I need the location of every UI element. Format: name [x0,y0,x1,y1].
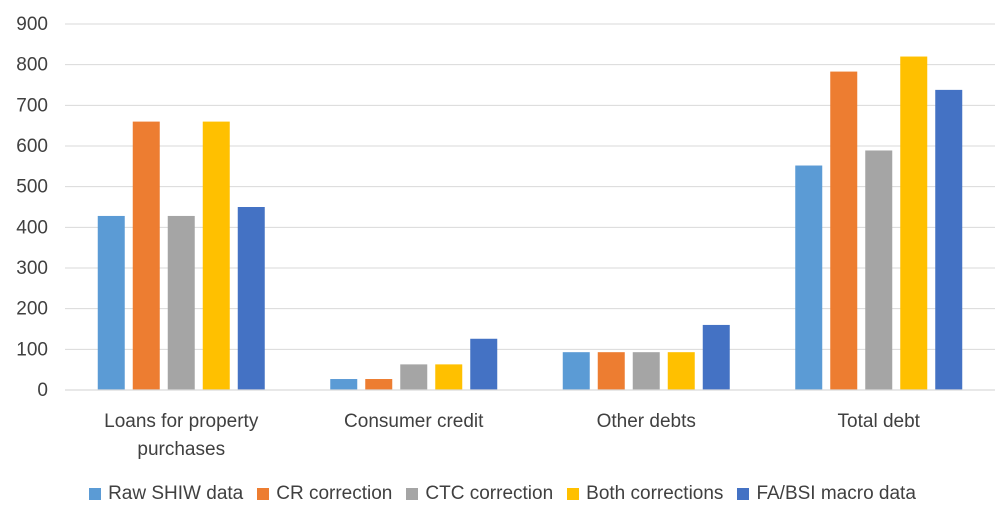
bar-ctc-correction [865,150,893,390]
y-tick-label: 500 [16,177,48,198]
x-tick-label: Total debt [838,411,921,432]
x-tick-label: Other debts [597,411,696,432]
y-tick-label: 600 [16,136,48,157]
legend-label: FA/BSI macro data [756,483,916,504]
x-tick-label: purchases [137,439,225,460]
legend-swatch [737,488,750,500]
y-tick-label: 200 [16,299,48,320]
bar-cr-correction [597,352,625,390]
bar-ctc-correction [167,215,195,390]
legend-swatch [567,488,580,500]
bar-ctc-correction [632,352,660,390]
x-tick-label: Loans for property [104,411,259,432]
legend-item: FA/BSI macro data [737,483,916,505]
legend-swatch [89,488,102,500]
legend-swatch [257,488,270,500]
bar-fa-bsi-macro-data [702,324,730,390]
x-tick-label: Consumer credit [344,411,484,432]
bar-cr-correction [830,71,858,390]
y-tick-label: 300 [16,258,48,279]
legend-item: CR correction [257,483,392,505]
legend-label: Both corrections [586,483,724,504]
y-tick-label: 400 [16,217,48,238]
y-tick-label: 100 [16,339,48,360]
y-tick-label: 0 [37,380,48,401]
legend-item: CTC correction [406,483,553,505]
legend-label: CR correction [276,483,393,504]
legend-swatch [406,488,419,500]
bar-both-corrections [667,352,695,390]
legend-label: Raw SHIW data [108,483,244,504]
bar-cr-correction [365,379,393,390]
bar-cr-correction [132,121,160,390]
bar-raw-shiw-data [795,165,823,390]
y-tick-label: 700 [16,95,48,116]
bar-raw-shiw-data [97,215,125,390]
bar-both-corrections [435,364,463,390]
legend-item: Both corrections [567,483,723,505]
bar-raw-shiw-data [562,352,590,390]
bar-fa-bsi-macro-data [470,338,498,390]
bar-ctc-correction [400,364,428,390]
bar-both-corrections [900,56,928,391]
y-tick-label: 800 [16,55,48,76]
bar-raw-shiw-data [330,379,358,390]
y-tick-label: 900 [16,14,48,35]
legend-label: CTC correction [425,483,554,504]
legend-item: Raw SHIW data [89,483,243,505]
chart-legend: Raw SHIW data CR correction CTC correction… [0,480,1005,508]
bar-both-corrections [202,121,230,390]
bar-fa-bsi-macro-data [935,89,963,390]
bar-fa-bsi-macro-data [237,207,265,390]
chart-plot: 0 100 200 300 400 500 600 700 800 900 Loans for pr… [16,14,995,460]
